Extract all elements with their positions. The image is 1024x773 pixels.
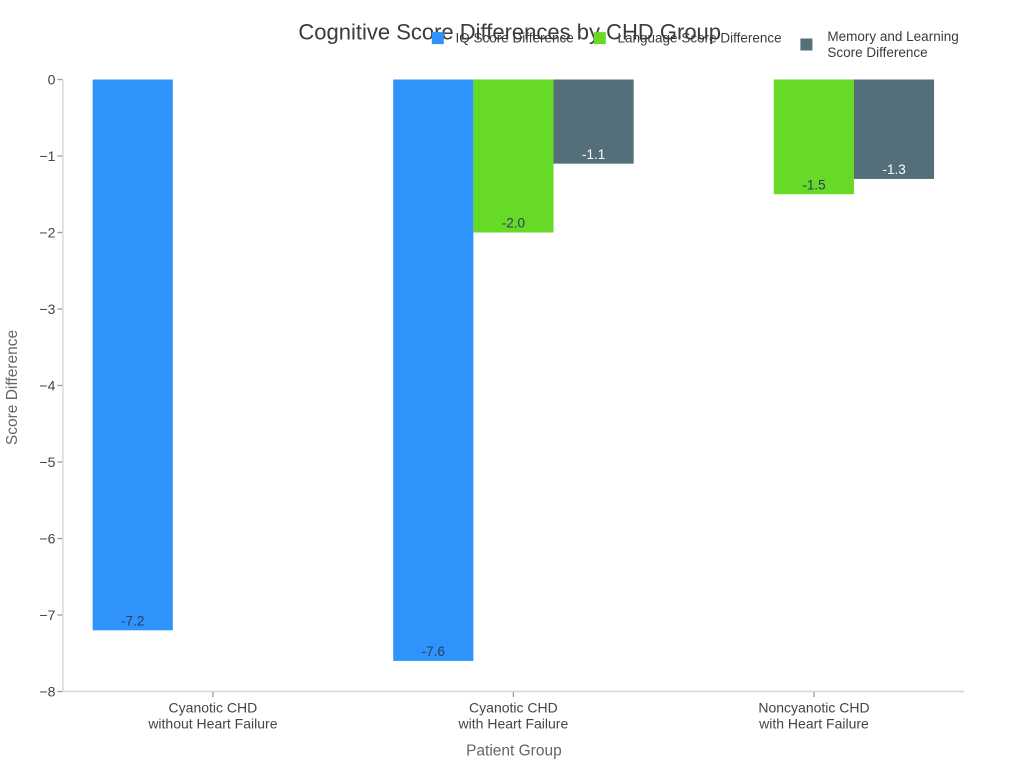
svg-text:-1.1: -1.1 [582,147,605,162]
svg-text:−6: −6 [39,530,55,546]
svg-text:IQ Score Difference: IQ Score Difference [456,30,574,45]
svg-text:with Heart Failure: with Heart Failure [458,716,569,732]
svg-text:Memory and Learning: Memory and Learning [827,29,958,44]
svg-text:Noncyanotic CHD: Noncyanotic CHD [758,700,869,716]
svg-text:−1: −1 [39,148,55,164]
svg-text:Cyanotic CHD: Cyanotic CHD [469,700,558,716]
svg-text:Score Difference: Score Difference [4,330,21,445]
svg-text:Language Score Difference: Language Score Difference [618,30,782,45]
svg-text:−4: −4 [39,377,55,393]
svg-text:-7.2: -7.2 [121,614,144,629]
svg-text:-7.6: -7.6 [422,644,445,659]
svg-text:Score Difference: Score Difference [827,45,927,60]
svg-text:Cyanotic CHD: Cyanotic CHD [169,700,258,716]
svg-text:−3: −3 [39,301,55,317]
svg-text:-2.0: -2.0 [502,216,525,231]
svg-text:without Heart Failure: without Heart Failure [147,716,277,732]
svg-text:Patient Group: Patient Group [466,743,562,760]
svg-text:Cognitive Score Differences by: Cognitive Score Differences by CHD Group [298,19,721,44]
svg-text:−2: −2 [39,224,55,240]
svg-text:-1.5: -1.5 [802,178,825,193]
svg-text:with Heart Failure: with Heart Failure [758,716,869,732]
svg-text:-1.3: -1.3 [882,162,905,177]
svg-text:−7: −7 [39,607,55,623]
svg-text:−5: −5 [39,454,55,470]
svg-text:0: 0 [48,71,56,87]
svg-text:−8: −8 [39,683,55,699]
